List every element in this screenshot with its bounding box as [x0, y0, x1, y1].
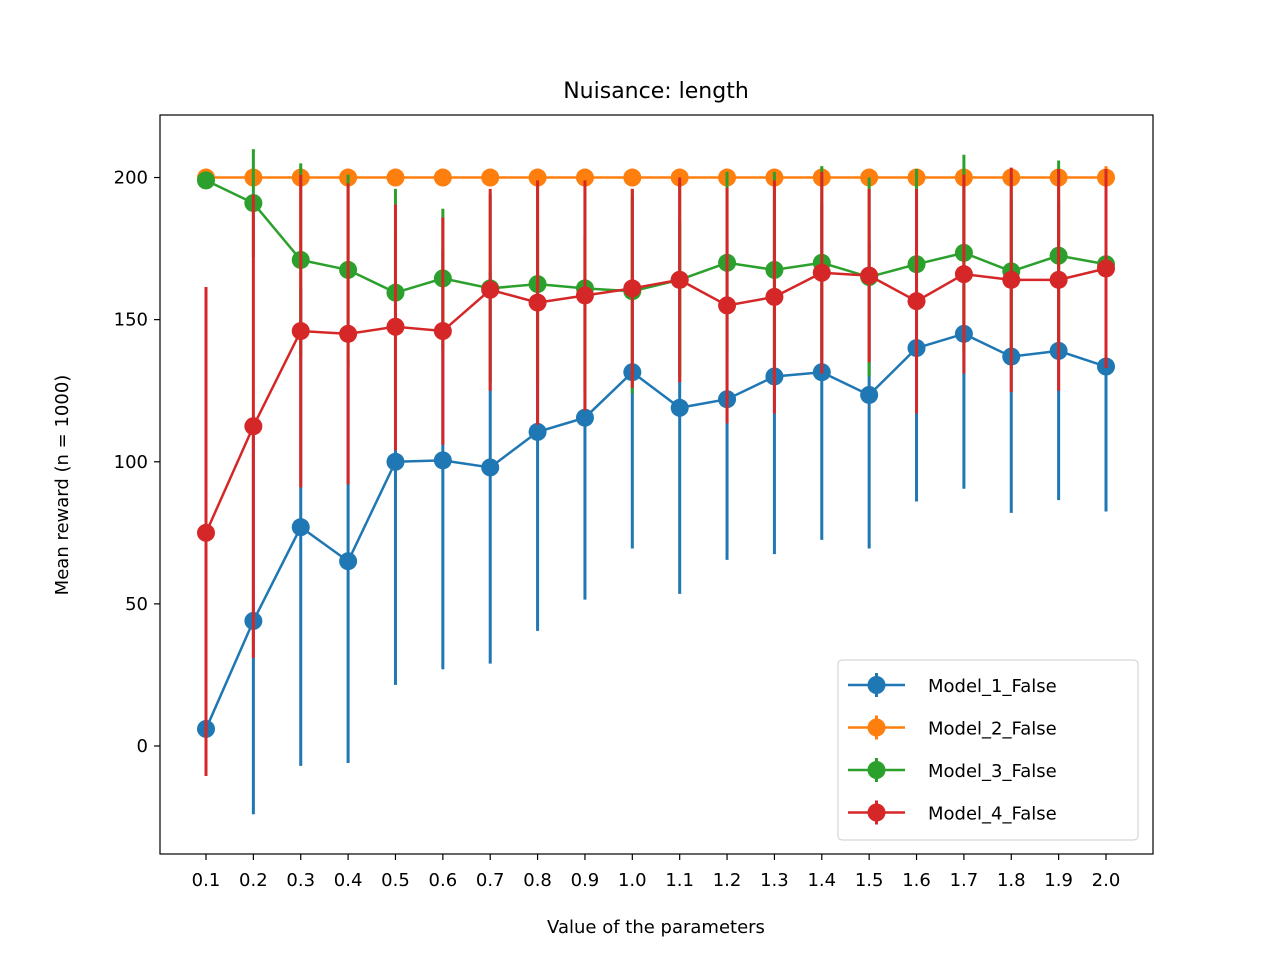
- data-point: [528, 293, 547, 312]
- x-axis-label: Value of the parameters: [547, 917, 765, 938]
- data-point: [1097, 259, 1115, 278]
- legend-item: Model_3_False: [848, 758, 1057, 782]
- data-point: [907, 292, 926, 311]
- x-tick-label: 1.4: [807, 870, 836, 891]
- data-point: [812, 263, 831, 282]
- chart-title: Nuisance: length: [563, 79, 749, 104]
- y-tick-label: 100: [114, 452, 148, 473]
- legend-item: Model_1_False: [848, 673, 1057, 697]
- data-point: [1002, 270, 1021, 289]
- series-line: [204, 267, 1107, 534]
- x-tick-label: 0.1: [192, 870, 221, 891]
- data-point: [291, 518, 310, 537]
- x-tick-label: 1.3: [760, 870, 789, 891]
- data-point: [765, 287, 784, 306]
- x-tick-label: 0.2: [239, 870, 268, 891]
- x-tick-label: 0.9: [571, 870, 600, 891]
- data-point: [623, 168, 642, 187]
- data-point: [1049, 270, 1068, 289]
- data-point: [860, 385, 879, 404]
- data-point: [528, 168, 547, 187]
- legend-label: Model_4_False: [928, 804, 1057, 825]
- data-point: [339, 324, 358, 343]
- y-tick-label: 0: [137, 736, 148, 757]
- legend-label: Model_1_False: [928, 676, 1057, 697]
- data-point: [244, 417, 263, 436]
- series-3: [197, 149, 1115, 397]
- series-4: [197, 167, 1115, 776]
- data-point: [197, 171, 215, 190]
- legend-item: Model_2_False: [848, 715, 1057, 740]
- legend-marker: [867, 803, 886, 822]
- legend-marker: [867, 676, 886, 694]
- x-tick-label: 2.0: [1092, 870, 1121, 891]
- legend: Model_1_False Model_2_False Model_3_False M…: [837, 659, 1139, 841]
- y-tick-label: 200: [114, 168, 148, 189]
- x-tick-label: 0.7: [476, 870, 505, 891]
- data-point: [339, 552, 358, 571]
- x-tick-label: 1.0: [618, 870, 647, 891]
- legend-box: [837, 659, 1139, 841]
- data-point: [481, 458, 500, 477]
- data-point: [197, 523, 215, 542]
- legend-marker: [867, 718, 886, 737]
- legend-item: Model_4_False: [848, 800, 1057, 825]
- x-tick-label: 1.1: [665, 870, 694, 891]
- data-point: [575, 408, 594, 427]
- data-point: [718, 296, 737, 315]
- y-axis: 0 50 100 150 200: [114, 168, 160, 757]
- x-tick-label: 0.4: [334, 870, 363, 891]
- data-point: [433, 322, 452, 341]
- data-point: [433, 168, 452, 187]
- data-point: [386, 317, 405, 336]
- series-2: [197, 166, 1115, 189]
- x-tick-label: 1.7: [950, 870, 979, 891]
- data-point: [575, 168, 594, 187]
- legend-label: Model_3_False: [928, 761, 1057, 782]
- data-point: [860, 266, 879, 285]
- data-point: [954, 265, 973, 284]
- data-point: [433, 451, 452, 470]
- data-point: [481, 280, 500, 299]
- data-point: [386, 452, 405, 471]
- data-point: [670, 398, 689, 417]
- data-point: [575, 286, 594, 305]
- x-tick-label: 1.2: [713, 870, 742, 891]
- data-point: [386, 168, 405, 187]
- y-tick-label: 150: [114, 310, 148, 331]
- data-point: [481, 168, 500, 187]
- x-tick-label: 0.5: [381, 870, 410, 891]
- x-tick-label: 1.6: [902, 870, 931, 891]
- legend-marker: [867, 761, 886, 779]
- data-point: [528, 422, 547, 441]
- x-tick-label: 1.9: [1044, 870, 1073, 891]
- y-tick-label: 50: [125, 594, 148, 615]
- plot-frame: [159, 114, 1154, 855]
- x-tick-label: 1.5: [855, 870, 884, 891]
- x-tick-label: 0.8: [523, 870, 552, 891]
- y-axis-label: Mean reward (n = 1000): [52, 375, 73, 596]
- x-axis: 0.1 0.2 0.3 0.4 0.5 0.6 0.7 0.8 0.9 1.0 1.1 1.2 1.3 1…: [192, 854, 1121, 891]
- data-point: [291, 322, 310, 341]
- data-point: [623, 279, 642, 298]
- x-tick-label: 0.6: [429, 870, 458, 891]
- x-tick-label: 1.8: [997, 870, 1026, 891]
- x-tick-label: 0.3: [286, 870, 315, 891]
- legend-label: Model_2_False: [928, 719, 1057, 740]
- data-point: [670, 270, 689, 289]
- plot-area: [197, 149, 1115, 815]
